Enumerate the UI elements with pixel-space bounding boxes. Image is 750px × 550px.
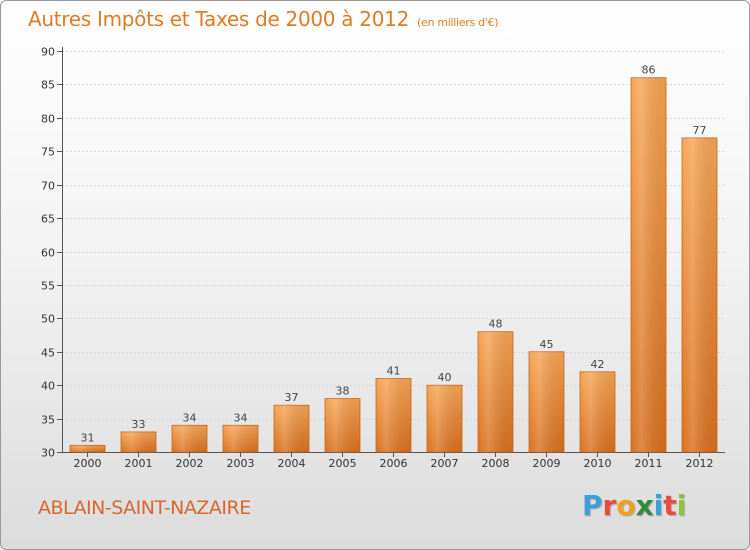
x-tick-label: 2003	[227, 457, 255, 470]
y-tick-label: 45	[41, 347, 55, 360]
y-tick-label: 60	[41, 247, 55, 260]
bar-value-label: 34	[183, 411, 197, 424]
x-tick-label: 2002	[176, 457, 204, 470]
logo-letter: P	[582, 489, 603, 522]
town-name: ABLAIN-SAINT-NAZAIRE	[38, 497, 251, 519]
bar-value-label: 77	[693, 124, 707, 137]
chart-title: Autres Impôts et Taxes de 2000 à 2012 (en…	[28, 7, 498, 31]
y-tick-label: 35	[41, 414, 55, 427]
logo-letter: r	[602, 489, 617, 522]
x-tick-label: 2001	[125, 457, 153, 470]
x-tick-label: 2000	[74, 457, 102, 470]
bar-highlight	[427, 385, 462, 452]
x-tick-label: 2009	[533, 457, 561, 470]
logo-letter: x	[635, 489, 654, 522]
bar-highlight	[529, 351, 564, 452]
bar-highlight	[70, 445, 105, 452]
bar-value-label: 34	[234, 411, 248, 424]
y-tick-label: 55	[41, 280, 55, 293]
bar-highlight	[325, 398, 360, 452]
x-tick-label: 2004	[278, 457, 306, 470]
bar-highlight	[223, 425, 258, 452]
bar-value-label: 45	[540, 338, 554, 351]
bar-highlight	[682, 137, 717, 452]
bar-highlight	[478, 331, 513, 452]
x-tick-label: 2012	[686, 457, 714, 470]
y-tick-label: 50	[41, 313, 55, 326]
x-tick-label: 2005	[329, 457, 357, 470]
logo-letter: i	[653, 489, 664, 522]
bar-value-label: 42	[591, 358, 605, 371]
y-tick-label: 40	[41, 380, 55, 393]
logo-letter: o	[616, 489, 636, 522]
y-tick-label: 85	[41, 79, 55, 92]
logo-letter: t	[663, 489, 677, 522]
y-tick-label: 75	[41, 146, 55, 159]
x-tick-label: 2007	[431, 457, 459, 470]
chart-title-text: Autres Impôts et Taxes de 2000 à 2012	[28, 7, 409, 31]
bar-highlight	[631, 77, 666, 452]
x-tick-label: 2011	[635, 457, 663, 470]
y-tick-label: 80	[41, 113, 55, 126]
bar-value-label: 40	[438, 371, 452, 384]
y-tick-label: 70	[41, 180, 55, 193]
bar-highlight	[580, 371, 615, 452]
logo-letter: i	[676, 489, 687, 522]
bar-highlight	[274, 405, 309, 452]
bar-value-label: 33	[132, 418, 146, 431]
x-tick-label: 2006	[380, 457, 408, 470]
x-tick-label: 2010	[584, 457, 612, 470]
y-tick-label: 30	[41, 447, 55, 460]
y-tick-label: 90	[41, 46, 55, 59]
bar-value-label: 48	[489, 318, 503, 331]
bar-highlight	[121, 431, 156, 452]
bar-value-label: 41	[387, 364, 401, 377]
bar-value-label: 37	[285, 391, 299, 404]
bar-value-label: 86	[642, 64, 656, 77]
x-tick-label: 2008	[482, 457, 510, 470]
bar-value-label: 31	[81, 431, 95, 444]
bar-highlight	[172, 425, 207, 452]
chart-subtitle: (en milliers d'€)	[417, 16, 499, 29]
proxiti-logo: Proxiti	[582, 489, 686, 522]
y-tick-label: 65	[41, 213, 55, 226]
bar-value-label: 38	[336, 385, 350, 398]
bar-highlight	[376, 378, 411, 452]
